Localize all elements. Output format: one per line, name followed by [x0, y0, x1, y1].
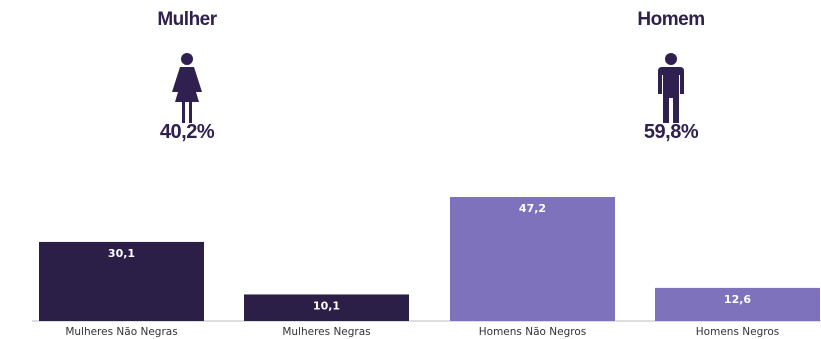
- bar-value-label-1: 10,1: [313, 299, 340, 312]
- category-label-2: Homens Não Negros: [479, 326, 586, 338]
- bar-value-label-3: 12,6: [724, 293, 751, 306]
- category-label-1: Mulheres Negras: [282, 326, 370, 338]
- bar-value-label-0: 30,1: [108, 247, 135, 260]
- category-label-3: Homens Negros: [696, 326, 779, 338]
- bar-2: [450, 197, 615, 321]
- bar-value-label-2: 47,2: [519, 202, 546, 215]
- category-label-0: Mulheres Não Negras: [65, 326, 177, 338]
